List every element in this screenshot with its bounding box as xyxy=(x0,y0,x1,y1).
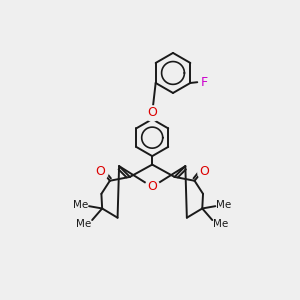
Text: Me: Me xyxy=(213,219,228,229)
Text: Me: Me xyxy=(73,200,88,210)
Text: O: O xyxy=(147,180,157,194)
Text: F: F xyxy=(201,76,208,89)
Text: O: O xyxy=(200,165,209,178)
Text: Me: Me xyxy=(76,219,92,229)
Text: O: O xyxy=(147,106,157,119)
Text: Me: Me xyxy=(216,200,231,210)
Text: O: O xyxy=(95,165,105,178)
